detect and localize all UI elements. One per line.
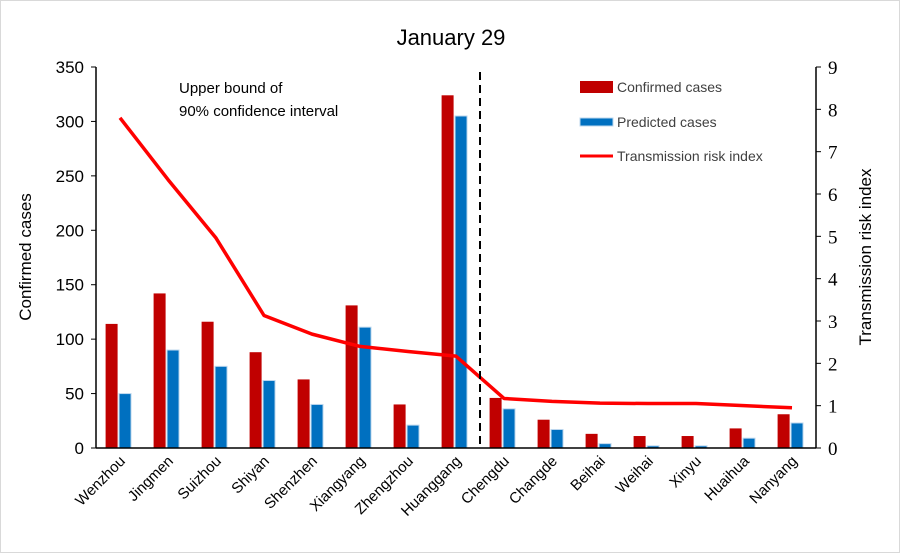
legend-swatch-predicted	[580, 118, 613, 126]
bar-confirmed-wenzhou	[106, 324, 118, 448]
bar-predicted-chengdu	[503, 409, 515, 448]
bar-confirmed-huaihua	[730, 428, 742, 448]
legend-swatch-confirmed	[580, 81, 613, 93]
bar-confirmed-weihai	[634, 436, 646, 448]
y2-tick-label: 8	[828, 100, 838, 121]
bar-confirmed-nanyang	[778, 414, 790, 448]
annotation-line-2: 90% confidence interval	[179, 103, 338, 120]
x-tick-label: Chengdu	[458, 453, 513, 508]
bar-confirmed-shenzhen	[298, 379, 310, 448]
y2-axis-label: Transmission risk index	[856, 168, 875, 345]
x-tick-label: Nanyang	[746, 453, 800, 507]
bar-predicted-wenzhou	[119, 394, 131, 448]
bar-predicted-shiyan	[263, 381, 275, 448]
x-tick-label: Xinyu	[666, 453, 705, 492]
bar-predicted-huanggang	[455, 116, 467, 448]
bar-confirmed-chengdu	[490, 398, 502, 448]
x-tick-label: Changde	[506, 453, 561, 508]
bar-predicted-changde	[551, 429, 563, 448]
bar-predicted-shenzhen	[311, 404, 323, 448]
x-tick-label: Suizhou	[174, 453, 224, 503]
y-tick-label: 100	[56, 330, 84, 349]
y2-tick-label: 3	[828, 312, 838, 333]
bar-confirmed-beihai	[586, 434, 598, 448]
bar-confirmed-shiyan	[250, 352, 262, 448]
chart-title: January 29	[397, 25, 506, 50]
x-tick-label: Beihai	[567, 453, 609, 495]
y2-tick-label: 4	[828, 270, 838, 291]
bar-predicted-zhengzhou	[407, 425, 419, 448]
y-tick-label: 200	[56, 221, 84, 240]
x-tick-label: Shiyan	[228, 453, 272, 497]
bar-confirmed-jingmen	[154, 293, 166, 448]
annotation-line-1: Upper bound of	[179, 80, 283, 97]
bar-predicted-jingmen	[167, 350, 179, 448]
y2-tick-label: 0	[828, 439, 838, 460]
bar-confirmed-changde	[538, 420, 550, 448]
legend-label-predicted: Predicted cases	[617, 114, 717, 130]
y-tick-label: 300	[56, 112, 84, 131]
bar-predicted-huaihua	[743, 438, 755, 448]
y-tick-label: 50	[65, 385, 84, 404]
x-tick-label: Wenzhou	[72, 453, 129, 510]
bar-confirmed-zhengzhou	[394, 404, 406, 448]
bar-confirmed-huanggang	[442, 95, 454, 448]
y-tick-label: 0	[75, 439, 84, 458]
x-tick-label: Huaihua	[701, 452, 753, 504]
legend-label-risk: Transmission risk index	[617, 148, 763, 164]
bar-confirmed-suizhou	[202, 322, 214, 448]
y-tick-label: 250	[56, 167, 84, 186]
y-axis-label: Confirmed cases	[16, 193, 35, 321]
x-tick-label: Jingmen	[125, 453, 177, 505]
y2-tick-label: 9	[828, 58, 838, 79]
bar-confirmed-xinyu	[682, 436, 694, 448]
y2-tick-label: 1	[828, 397, 838, 418]
y2-tick-label: 2	[828, 354, 838, 375]
legend: Confirmed cases Predicted cases Transmis…	[580, 79, 763, 164]
x-tick-label: Weihai	[613, 453, 657, 497]
y-tick-label: 350	[56, 58, 84, 77]
y-tick-label: 150	[56, 276, 84, 295]
bar-predicted-nanyang	[791, 423, 803, 448]
legend-label-confirmed: Confirmed cases	[617, 79, 722, 95]
bar-confirmed-xiangyang	[346, 305, 358, 448]
bar-predicted-suizhou	[215, 366, 227, 448]
y2-tick-label: 7	[828, 143, 838, 164]
y2-tick-label: 5	[828, 227, 838, 248]
y2-tick-label: 6	[828, 185, 838, 206]
